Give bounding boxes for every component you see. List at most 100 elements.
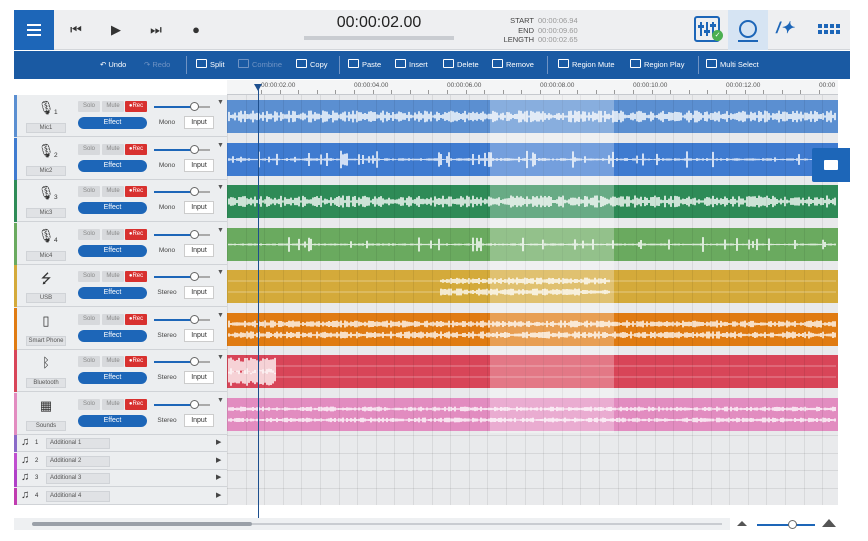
input-button[interactable]: Input: [184, 201, 214, 214]
solo-button[interactable]: Solo: [78, 399, 100, 410]
horizontal-scrollbar[interactable]: [14, 518, 730, 530]
additional-track-header[interactable]: ♫ 3 Additional 3 ▶: [14, 470, 227, 487]
track-menu-caret-icon[interactable]: ▼: [217, 312, 224, 319]
track-header[interactable]: 🎙 3 Mic3 Solo Mute ●Rec ▼ Effect Mono Input: [14, 180, 227, 222]
effect-button[interactable]: Effect: [78, 160, 147, 172]
track-lane[interactable]: [227, 265, 838, 307]
volume-slider[interactable]: [154, 234, 210, 236]
history-button[interactable]: [728, 10, 768, 50]
pads-grid-icon[interactable]: [818, 24, 840, 36]
mute-button[interactable]: Mute: [102, 186, 124, 197]
multi-select-button[interactable]: Multi Select: [706, 51, 759, 79]
additional-track-header[interactable]: ♫ 4 Additional 4 ▶: [14, 488, 227, 505]
track-menu-caret-icon[interactable]: ▼: [217, 99, 224, 106]
remove-button[interactable]: Remove: [492, 51, 534, 79]
expand-arrow-icon[interactable]: ▶: [216, 457, 222, 464]
scrollbar-thumb[interactable]: [32, 522, 252, 526]
audio-clip[interactable]: [227, 270, 838, 303]
zoom-out-icon[interactable]: [737, 521, 747, 526]
track-menu-caret-icon[interactable]: ▼: [217, 269, 224, 276]
copy-button[interactable]: Copy: [296, 51, 328, 79]
paste-button[interactable]: Paste: [348, 51, 381, 79]
rec-button[interactable]: ●Rec: [125, 271, 147, 282]
effect-button[interactable]: Effect: [78, 330, 147, 342]
track-menu-caret-icon[interactable]: ▼: [217, 354, 224, 361]
volume-slider-knob[interactable]: [190, 187, 199, 196]
track-lane[interactable]: [227, 138, 838, 180]
track-header[interactable]: 🎙 1 Mic1 Solo Mute ●Rec ▼ Effect Mono Input: [14, 95, 227, 137]
expand-arrow-icon[interactable]: ▶: [216, 492, 222, 499]
effect-button[interactable]: Effect: [78, 287, 147, 299]
additional-track-header[interactable]: ♫ 1 Additional 1 ▶: [14, 435, 227, 452]
solo-button[interactable]: Solo: [78, 314, 100, 325]
skip-forward-icon[interactable]: ⏭: [150, 22, 162, 37]
timeline-ruler[interactable]: 00:00:02.00 00:00:04.00 00:00:06.00 00:00:0…: [227, 80, 838, 95]
mute-button[interactable]: Mute: [102, 271, 124, 282]
track-header[interactable]: ⭍ USB Solo Mute ●Rec ▼ Effect Stereo Input: [14, 265, 227, 307]
mute-button[interactable]: Mute: [102, 399, 124, 410]
effect-button[interactable]: Effect: [78, 202, 147, 214]
mute-button[interactable]: Mute: [102, 314, 124, 325]
solo-button[interactable]: Solo: [78, 229, 100, 240]
track-menu-caret-icon[interactable]: ▼: [217, 184, 224, 191]
split-button[interactable]: Split: [196, 51, 225, 79]
mute-button[interactable]: Mute: [102, 144, 124, 155]
playhead-handle[interactable]: [254, 84, 262, 91]
track-header[interactable]: 🎙 4 Mic4 Solo Mute ●Rec ▼ Effect Mono Input: [14, 223, 227, 265]
rec-button[interactable]: ●Rec: [125, 101, 147, 112]
volume-slider[interactable]: [154, 361, 210, 363]
menu-button[interactable]: [14, 10, 54, 50]
track-lane[interactable]: [227, 95, 838, 137]
solo-button[interactable]: Solo: [78, 144, 100, 155]
redo-button[interactable]: ↷ Redo: [144, 60, 171, 69]
rec-button[interactable]: ●Rec: [125, 186, 147, 197]
rec-button[interactable]: ●Rec: [125, 144, 147, 155]
magic-wand-icon[interactable]: /✦: [776, 20, 794, 37]
volume-slider-knob[interactable]: [190, 272, 199, 281]
effect-button[interactable]: Effect: [78, 415, 147, 427]
solo-button[interactable]: Solo: [78, 186, 100, 197]
rec-button[interactable]: ●Rec: [125, 314, 147, 325]
track-lane[interactable]: [227, 308, 838, 350]
audio-clip[interactable]: [227, 355, 838, 388]
volume-slider[interactable]: [154, 319, 210, 321]
rec-button[interactable]: ●Rec: [125, 229, 147, 240]
volume-slider-knob[interactable]: [190, 315, 199, 324]
insert-button[interactable]: Insert: [395, 51, 428, 79]
volume-slider[interactable]: [154, 276, 210, 278]
volume-slider-knob[interactable]: [190, 400, 199, 409]
input-button[interactable]: Input: [184, 286, 214, 299]
track-lane[interactable]: [227, 180, 838, 222]
zoom-slider[interactable]: [757, 524, 815, 526]
volume-slider[interactable]: [154, 191, 210, 193]
track-header[interactable]: ▦ Sounds Solo Mute ●Rec ▼ Effect Stereo Input: [14, 393, 227, 435]
selected-region[interactable]: [490, 95, 614, 433]
volume-slider[interactable]: [154, 404, 210, 406]
playhead[interactable]: [258, 86, 259, 520]
audio-clip[interactable]: [227, 398, 838, 431]
time-scrub-bar[interactable]: [304, 36, 454, 40]
volume-slider-knob[interactable]: [190, 145, 199, 154]
folder-button[interactable]: [812, 148, 850, 182]
solo-button[interactable]: Solo: [78, 356, 100, 367]
volume-slider-knob[interactable]: [190, 102, 199, 111]
track-menu-caret-icon[interactable]: ▼: [217, 227, 224, 234]
input-button[interactable]: Input: [184, 371, 214, 384]
input-button[interactable]: Input: [184, 116, 214, 129]
volume-slider[interactable]: [154, 149, 210, 151]
mute-button[interactable]: Mute: [102, 101, 124, 112]
track-lanes[interactable]: [227, 95, 838, 505]
track-lane[interactable]: [227, 350, 838, 392]
solo-button[interactable]: Solo: [78, 271, 100, 282]
mute-button[interactable]: Mute: [102, 229, 124, 240]
audio-clip[interactable]: [227, 313, 838, 346]
skip-back-icon[interactable]: ⏮: [70, 22, 82, 37]
undo-button[interactable]: ↶ Undo: [100, 60, 127, 69]
expand-arrow-icon[interactable]: ▶: [216, 474, 222, 481]
zoom-slider-knob[interactable]: [788, 520, 797, 529]
mute-button[interactable]: Mute: [102, 356, 124, 367]
effect-button[interactable]: Effect: [78, 117, 147, 129]
additional-track-header[interactable]: ♫ 2 Additional 2 ▶: [14, 453, 227, 470]
volume-slider[interactable]: [154, 106, 210, 108]
delete-button[interactable]: Delete: [443, 51, 479, 79]
